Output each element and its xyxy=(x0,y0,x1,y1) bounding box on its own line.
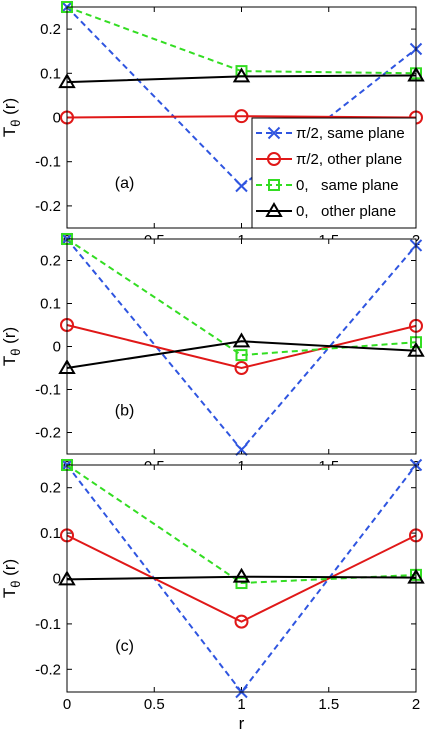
panel-2: 00.511.520.20.10-0.1-0.2Tθ (r)(b) xyxy=(0,232,425,475)
data-point-2 xyxy=(234,109,249,124)
panel-label: (c) xyxy=(115,638,134,655)
panel-1: 00.511.520.20.10-0.1-0.2Tθ (r)(a)π/2, sa… xyxy=(0,0,425,249)
data-point-4 xyxy=(232,332,251,348)
y-tick-label: -0.1 xyxy=(35,616,61,633)
legend: π/2, same plane π/2, other plane 0, same p… xyxy=(251,117,417,229)
data-point-3 xyxy=(235,349,248,362)
y-tick-label: -0.2 xyxy=(35,661,61,678)
y-tick-label: 0 xyxy=(53,110,61,127)
series-line-1 xyxy=(66,464,417,694)
panel-3: 0 0.5 1 1.5 2 0.2 0.1 0 -0.1 -0.2 Tθ (r) r (c) xyxy=(0,458,425,733)
data-point-2 xyxy=(234,361,249,375)
y-tick-label: 0.2 xyxy=(40,253,61,270)
data-point-1 xyxy=(235,443,248,456)
x-axis-label: r xyxy=(239,714,245,733)
data-point-4 xyxy=(232,67,251,83)
series-line-2 xyxy=(66,324,417,370)
x-tick-label: 0 xyxy=(63,696,71,713)
y-tick-label: 0.1 xyxy=(40,525,61,542)
y-tick-label: 0.1 xyxy=(40,296,61,313)
legend-entry: π/2, same plane xyxy=(296,125,405,142)
legend-marker xyxy=(267,152,281,166)
legend-marker xyxy=(267,126,281,140)
panel-label: (b) xyxy=(115,402,135,419)
data-point-2 xyxy=(234,614,249,629)
legend-entry: π/2, other plane xyxy=(296,151,402,168)
data-point-4 xyxy=(232,567,251,583)
x-tick-label: 0.5 xyxy=(144,696,165,713)
legend-entry: 0, other plane xyxy=(296,203,396,220)
y-tick-label: 0.2 xyxy=(40,21,61,38)
series-line-4 xyxy=(66,575,417,581)
y-axis-label: Tθ (r) xyxy=(0,559,23,598)
series-line-4 xyxy=(66,340,417,369)
y-tick-label: -0.2 xyxy=(35,198,61,215)
series-line-1 xyxy=(66,6,417,188)
series-line-4 xyxy=(66,74,417,84)
series-line-2 xyxy=(66,534,417,623)
legend-marker xyxy=(268,179,280,191)
legend-entry: 0, same plane xyxy=(296,177,399,194)
y-tick-label: -0.2 xyxy=(35,425,61,442)
data-point-1 xyxy=(235,179,248,193)
y-tick-label: 0 xyxy=(53,339,61,356)
y-tick-label: 0.2 xyxy=(40,480,61,497)
plot-frame xyxy=(66,238,417,455)
y-tick-label: 0 xyxy=(53,571,61,588)
y-axis-label: Tθ (r) xyxy=(0,98,23,137)
y-tick-label: -0.1 xyxy=(35,154,61,171)
series-line-3 xyxy=(66,464,417,585)
legend-box xyxy=(251,117,417,229)
y-tick-label: 0.1 xyxy=(40,65,61,82)
y-axis-label: Tθ (r) xyxy=(0,327,23,366)
plot-frame xyxy=(66,464,417,693)
y-tick-label: -0.1 xyxy=(35,382,61,399)
x-tick-label: 1.5 xyxy=(318,696,339,713)
panel-label: (a) xyxy=(115,175,135,192)
x-tick-label: 2 xyxy=(412,696,420,713)
data-point-3 xyxy=(235,577,248,590)
legend-marker xyxy=(265,202,283,217)
x-tick-label: 1 xyxy=(237,696,245,713)
series-line-2 xyxy=(66,115,417,119)
